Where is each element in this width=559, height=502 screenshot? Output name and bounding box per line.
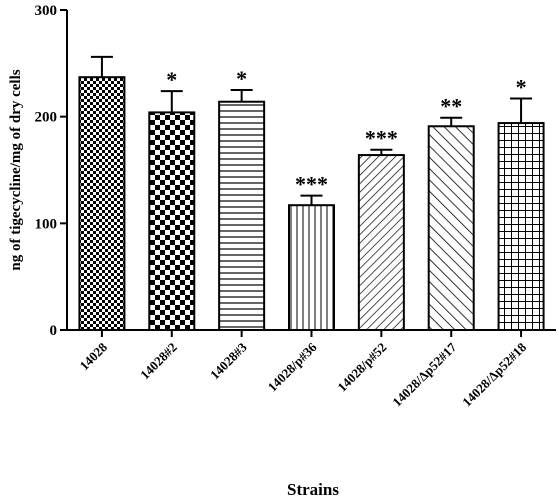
x-tick-label: 14028/p#36	[265, 339, 320, 394]
bar	[78, 76, 126, 331]
y-tick-label: 300	[35, 3, 58, 19]
x-tick-label: 14028#2	[137, 340, 180, 383]
y-tick-label: 200	[35, 110, 58, 126]
y-tick-label: 0	[50, 323, 58, 339]
bar	[218, 100, 266, 331]
bar	[357, 154, 405, 331]
significance-marker: **	[440, 94, 462, 119]
bar	[148, 111, 196, 332]
bar	[497, 122, 545, 331]
x-tick-label: 14028/Δp52#17	[389, 339, 459, 409]
error-bars-layer	[90, 55, 533, 206]
y-axis-label: ng of tigecycline/mg of dry cells	[8, 69, 24, 270]
significance-layer: * **********	[166, 66, 526, 197]
x-axis-label: Strains	[287, 480, 339, 499]
significance-marker: ***	[295, 172, 328, 197]
significance-marker: *	[236, 66, 247, 91]
bar	[427, 125, 475, 332]
significance-marker: *	[166, 67, 177, 92]
bar	[288, 204, 335, 331]
y-tick-label: 100	[35, 216, 58, 232]
x-tick-label: 14028/Δp52#18	[459, 339, 529, 409]
x-ticks: 14028 14028#2 14028#3 14028/p#36 14028/p#52 1…	[76, 330, 530, 410]
significance-marker: ***	[365, 126, 398, 151]
x-tick-label: 14028	[76, 339, 110, 373]
x-tick-label: 14028#3	[207, 339, 250, 382]
significance-marker: *	[516, 75, 527, 100]
x-tick-label: 14028/p#52	[334, 340, 389, 395]
y-ticks: 0 100 200 300	[35, 3, 67, 339]
